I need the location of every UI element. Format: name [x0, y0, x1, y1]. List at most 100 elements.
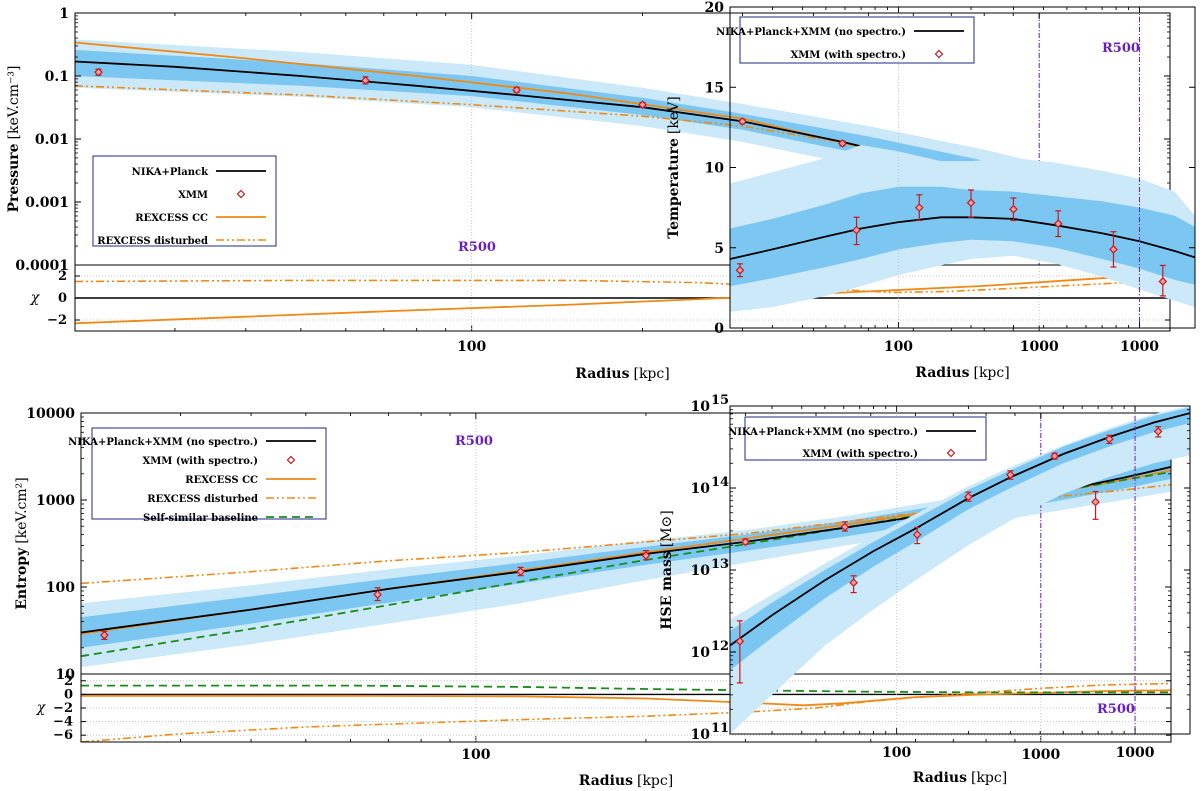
- y-axis-label-text: Temperature: [666, 138, 682, 239]
- xmm-point: [1053, 219, 1063, 229]
- y-tick-label: 20: [705, 0, 725, 16]
- legend-entropy: NIKA+Planck+XMM (no spectro.) XMM (with s…: [68, 427, 327, 524]
- x-axis-label: Radius [kpc]: [575, 366, 669, 382]
- x-axis-label: Radius [kpc]: [579, 773, 673, 789]
- y-axis-label: Pressure [keV.cm⁻³]: [6, 66, 22, 213]
- legend-label-model: NIKA+Planck: [132, 167, 209, 178]
- x-axis-label: Radius [kpc]: [915, 365, 1009, 381]
- y-tick-label: 0.0001: [15, 258, 69, 274]
- panel-temperature: R500 0 5 10 15 20 100 1000 Radius [kpc] Temperatur…: [666, 0, 1196, 381]
- xmm-point: [373, 590, 382, 599]
- y-tick-exponent: 13: [711, 557, 729, 572]
- xmm-point: [100, 630, 109, 640]
- legend-temperature: NIKA+Planck+XMM (no spectro.) XMM (with s…: [716, 16, 975, 64]
- y-tick-label: 15: [705, 80, 724, 96]
- x-axis-label-text: Radius: [915, 365, 969, 381]
- chi-axis-label: χ: [36, 700, 47, 716]
- y-tick-label: 10: [691, 727, 711, 743]
- xmm-point: [638, 100, 647, 110]
- legend-label-model: NIKA+Planck+XMM (no spectro.): [728, 427, 918, 438]
- y-tick-label: 10: [705, 161, 725, 177]
- y-tick-label: 0.001: [25, 195, 69, 211]
- confidence-band-inner: [730, 407, 1190, 671]
- chi-frame: [80, 673, 1172, 743]
- x-axis-unit: [kpc]: [633, 366, 669, 382]
- y-axis-unit: [M⊙]: [659, 510, 675, 547]
- legend-label-ss: Self-similar baseline: [143, 513, 258, 524]
- xmm-point: [735, 265, 745, 275]
- xmm-point: [912, 530, 922, 539]
- chi-y-tick-label: 0: [64, 687, 73, 702]
- confidence-band-inner: [730, 186, 1195, 287]
- xmm-point: [966, 198, 976, 208]
- legend-box: [739, 16, 975, 64]
- plot-area-temperature: [730, 7, 1195, 328]
- y-axis-label: Temperature [keV]: [666, 96, 682, 238]
- x-axis-unit: [kpc]: [973, 365, 1009, 381]
- y-tick-label: 1000: [36, 493, 75, 509]
- legend-label-dist: REXCESS disturbed: [97, 236, 208, 247]
- plot-area-mass: [730, 406, 1190, 734]
- y-axis-label-text: Pressure: [6, 143, 22, 212]
- y-tick-exponent: 12: [711, 639, 729, 654]
- x-axis-label-text: Radius: [575, 366, 629, 382]
- x-tick-label: 100: [884, 339, 913, 355]
- y-axis-label-text: HSE mass: [659, 551, 675, 630]
- legend-swatch-xmm: [946, 448, 956, 458]
- xmm-point: [512, 85, 521, 95]
- xmm-point: [849, 578, 858, 588]
- xmm-point: [840, 522, 850, 532]
- xmm-point: [735, 636, 745, 646]
- confidence-band-inner: [81, 458, 1171, 648]
- chi-plot-area: [81, 674, 1171, 742]
- legend-swatch-xmm: [934, 49, 944, 59]
- xmm-point: [1104, 434, 1114, 444]
- y-tick-exponent: 11: [711, 721, 729, 736]
- x-tick-label: 100: [882, 745, 911, 761]
- legend-swatch-xmm: [236, 189, 246, 199]
- xmm-point: [1091, 497, 1100, 507]
- r500-label: R500: [1097, 702, 1135, 717]
- legend-box: [91, 427, 327, 520]
- y-tick-label: 10: [691, 481, 711, 497]
- xmm-point: [641, 551, 651, 560]
- x-tick-label: 1000: [1116, 745, 1155, 761]
- y-axis-label: HSE mass [M⊙]: [659, 510, 675, 630]
- chi-rexcess-cc-line: [81, 689, 1171, 707]
- xmm-point: [1109, 245, 1118, 254]
- chi-panel-pressure: −2 0 2 χ: [30, 264, 1171, 332]
- xmm-point: [741, 537, 750, 547]
- legend-mass: NIKA+Planck+XMM (no spectro.) XMM (with s…: [728, 416, 987, 461]
- y-tick-label: 5: [714, 241, 724, 257]
- legend-pressure: NIKA+Planck XMM REXCESS CC REXCESS disturbe…: [92, 155, 277, 247]
- chi-y-tick-label: 2: [58, 269, 67, 284]
- x-axis-label-text: Radius: [913, 770, 967, 786]
- xmm-point: [1158, 277, 1168, 286]
- y-axis-label-text: Entropy: [14, 547, 30, 610]
- y-tick-label: 10: [691, 563, 711, 579]
- x-axis-label: Radius [kpc]: [913, 770, 1007, 786]
- y-axis-label: Entropy [keV.cm²]: [14, 477, 30, 610]
- y-tick-exponent: 15: [711, 393, 729, 408]
- y-tick-exponent: 14: [711, 475, 729, 490]
- x-tick-label: 100: [461, 747, 490, 763]
- xmm-point: [1050, 451, 1060, 461]
- y-tick-label: 100: [46, 580, 75, 596]
- xmm-point: [94, 67, 103, 77]
- xmm-point: [1009, 204, 1018, 214]
- chi-y-tick-label: −2: [47, 313, 67, 328]
- x-tick-label: 100: [457, 339, 486, 355]
- legend-label-model: NIKA+Planck+XMM (no spectro.): [716, 27, 906, 38]
- rexcess-disturbed-line: [81, 483, 1171, 585]
- y-tick-label: 1: [59, 6, 69, 22]
- legend-label-model: NIKA+Planck+XMM (no spectro.): [68, 437, 258, 448]
- legend-label-xmm: XMM (with spectro.): [142, 456, 258, 467]
- xmm-point: [964, 492, 973, 502]
- legend-label-cc: REXCESS CC: [135, 213, 208, 224]
- legend-swatch-xmm: [286, 455, 296, 465]
- legend-box: [92, 155, 277, 247]
- legend-label-xmm: XMM: [178, 190, 208, 201]
